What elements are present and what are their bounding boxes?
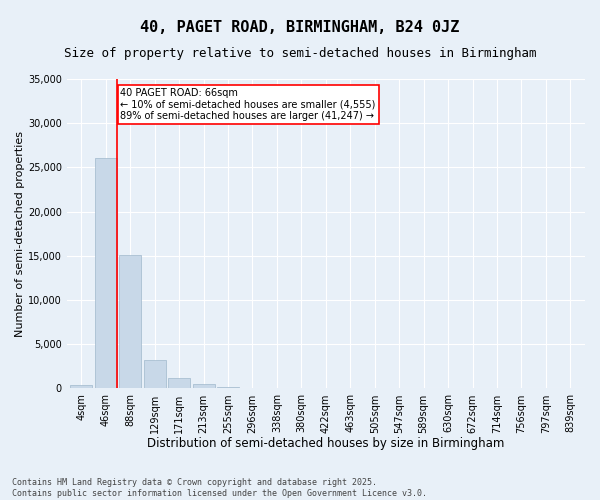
Y-axis label: Number of semi-detached properties: Number of semi-detached properties	[15, 130, 25, 336]
Bar	[119, 255, 141, 388]
Bar	[193, 384, 215, 388]
Bar	[143, 360, 166, 388]
Text: 40 PAGET ROAD: 66sqm
← 10% of semi-detached houses are smaller (4,555)
89% of se: 40 PAGET ROAD: 66sqm ← 10% of semi-detac…	[121, 88, 376, 121]
Bar	[95, 158, 117, 388]
Text: Size of property relative to semi-detached houses in Birmingham: Size of property relative to semi-detach…	[64, 48, 536, 60]
Bar	[70, 386, 92, 388]
Bar	[217, 386, 239, 388]
Text: 40, PAGET ROAD, BIRMINGHAM, B24 0JZ: 40, PAGET ROAD, BIRMINGHAM, B24 0JZ	[140, 20, 460, 35]
Bar	[168, 378, 190, 388]
Text: Contains HM Land Registry data © Crown copyright and database right 2025.
Contai: Contains HM Land Registry data © Crown c…	[12, 478, 427, 498]
X-axis label: Distribution of semi-detached houses by size in Birmingham: Distribution of semi-detached houses by …	[147, 437, 505, 450]
